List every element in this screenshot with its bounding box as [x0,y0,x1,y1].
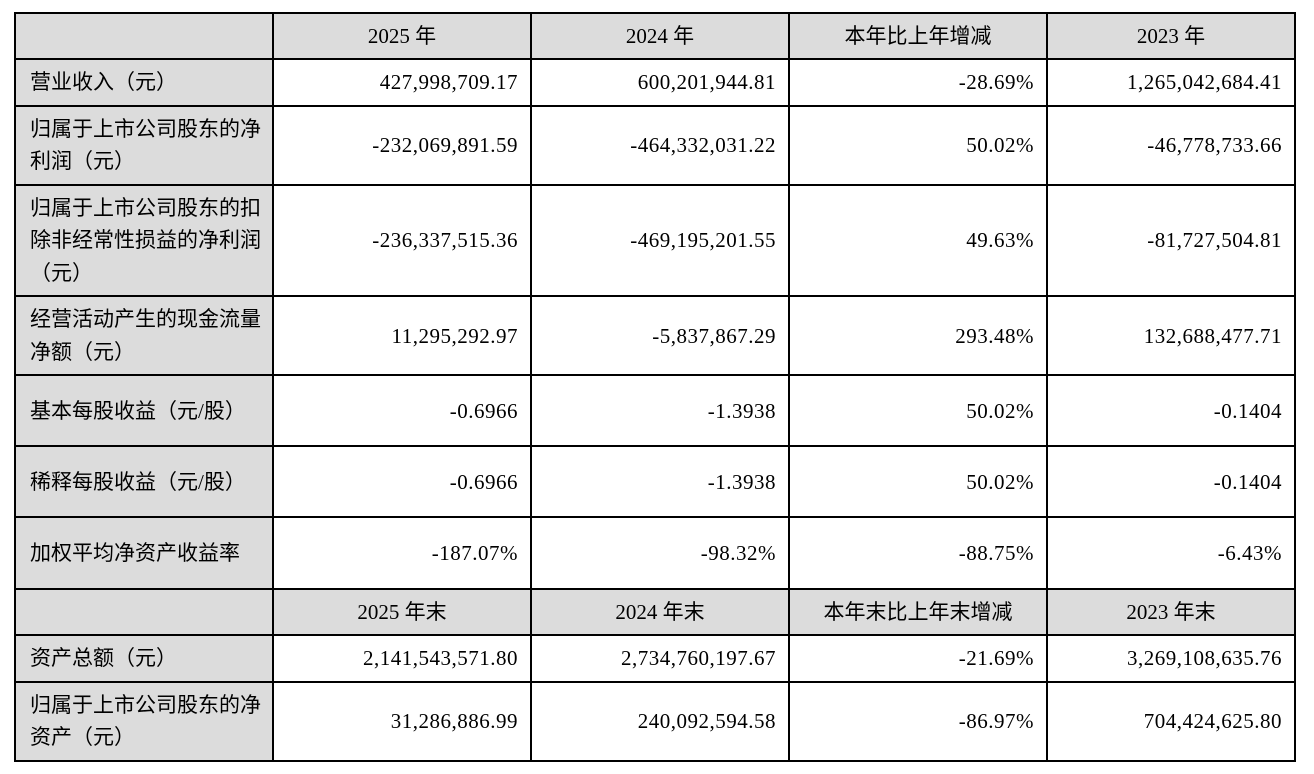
cell-value: 50.02% [788,104,1048,186]
cell-value: 31,286,886.99 [272,680,532,763]
table-row-net-profit-excl-nonrecurring: 归属于上市公司股东的扣除非经常性损益的净利润（元） -236,337,515.3… [14,183,1296,298]
table-row-net-profit: 归属于上市公司股东的净利润（元） -232,069,891.59 -464,33… [14,104,1296,186]
cell-value: -98.32% [530,516,790,591]
row-label: 营业收入（元） [14,58,274,107]
cell-value: -86.97% [788,680,1048,763]
cell-value: -0.6966 [272,374,532,448]
cell-value: -0.1404 [1046,374,1296,448]
row-label: 稀释每股收益（元/股） [14,445,274,519]
cell-value: -232,069,891.59 [272,104,532,186]
table-row-weighted-avg-roe: 加权平均净资产收益率 -187.07% -98.32% -88.75% -6.4… [14,516,1296,591]
cell-value: 11,295,292.97 [272,295,532,377]
cell-value: 2,734,760,197.67 [530,634,790,683]
cell-value: -1.3938 [530,374,790,448]
cell-value: -5,837,867.29 [530,295,790,377]
header-2024-year-end: 2024 年末 [530,588,790,637]
cell-value: 427,998,709.17 [272,58,532,107]
cell-value: -28.69% [788,58,1048,107]
cell-value: -469,195,201.55 [530,183,790,298]
row-label: 归属于上市公司股东的扣除非经常性损益的净利润（元） [14,183,274,298]
cell-value: -6.43% [1046,516,1296,591]
cell-value: -187.07% [272,516,532,591]
cell-value: -0.6966 [272,445,532,519]
header-2023-year-end: 2023 年末 [1046,588,1296,637]
header-yoy-change: 本年比上年增减 [788,12,1048,60]
header-blank-cell [14,12,274,60]
cell-value: 704,424,625.80 [1046,680,1296,763]
cell-value: -1.3938 [530,445,790,519]
cell-value: 50.02% [788,374,1048,448]
header-year-2023: 2023 年 [1046,12,1296,60]
cell-value: -88.75% [788,516,1048,591]
cell-value: -464,332,031.22 [530,104,790,186]
financial-summary-table: 2025 年 2024 年 本年比上年增减 2023 年 营业收入（元） 427… [14,12,1296,763]
cell-value: -0.1404 [1046,445,1296,519]
period-end-header-row: 2025 年末 2024 年末 本年末比上年末增减 2023 年末 [14,588,1296,637]
cell-value: 293.48% [788,295,1048,377]
cell-value: 240,092,594.58 [530,680,790,763]
cell-value: -81,727,504.81 [1046,183,1296,298]
cell-value: -236,337,515.36 [272,183,532,298]
row-label: 加权平均净资产收益率 [14,516,274,591]
cell-value: 50.02% [788,445,1048,519]
row-label: 归属于上市公司股东的净资产（元） [14,680,274,763]
header-year-2024: 2024 年 [530,12,790,60]
header-blank-cell [14,588,274,637]
cell-value: 600,201,944.81 [530,58,790,107]
cell-value: 132,688,477.71 [1046,295,1296,377]
table-row-basic-eps: 基本每股收益（元/股） -0.6966 -1.3938 50.02% -0.14… [14,374,1296,448]
cell-value: -21.69% [788,634,1048,683]
cell-value: 2,141,543,571.80 [272,634,532,683]
table-row-revenue: 营业收入（元） 427,998,709.17 600,201,944.81 -2… [14,58,1296,107]
table-row-net-assets: 归属于上市公司股东的净资产（元） 31,286,886.99 240,092,5… [14,680,1296,763]
cell-value: 3,269,108,635.76 [1046,634,1296,683]
table-row-total-assets: 资产总额（元） 2,141,543,571.80 2,734,760,197.6… [14,634,1296,683]
header-year-2025: 2025 年 [272,12,532,60]
header-2025-year-end: 2025 年末 [272,588,532,637]
row-label: 资产总额（元） [14,634,274,683]
row-label: 归属于上市公司股东的净利润（元） [14,104,274,186]
table-row-diluted-eps: 稀释每股收益（元/股） -0.6966 -1.3938 50.02% -0.14… [14,445,1296,519]
row-label: 基本每股收益（元/股） [14,374,274,448]
table-row-operating-cash-flow: 经营活动产生的现金流量净额（元） 11,295,292.97 -5,837,86… [14,295,1296,377]
cell-value: -46,778,733.66 [1046,104,1296,186]
cell-value: 1,265,042,684.41 [1046,58,1296,107]
row-label: 经营活动产生的现金流量净额（元） [14,295,274,377]
header-yoy-end-change: 本年末比上年末增减 [788,588,1048,637]
annual-header-row: 2025 年 2024 年 本年比上年增减 2023 年 [14,12,1296,60]
cell-value: 49.63% [788,183,1048,298]
